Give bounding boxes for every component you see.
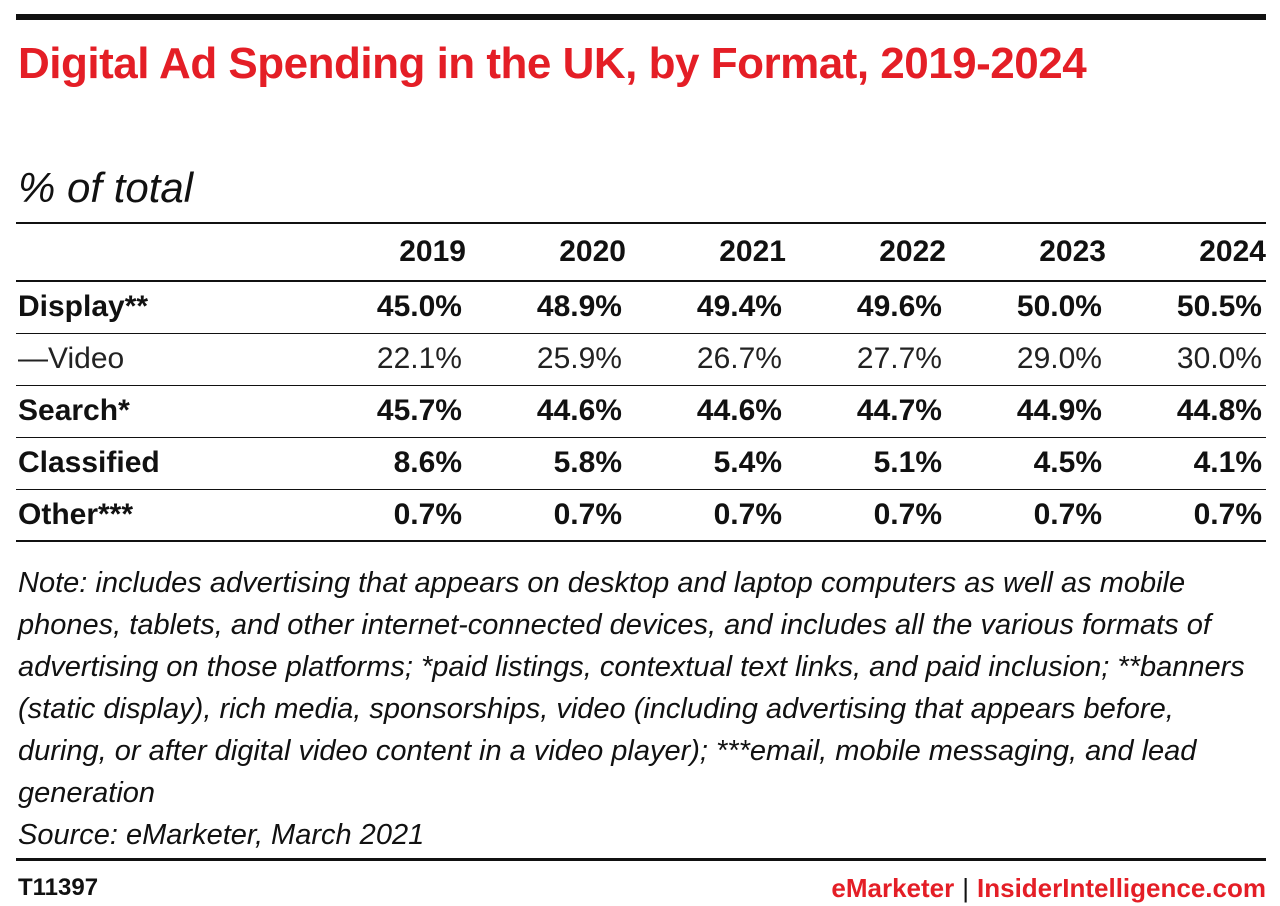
column-header: 2022 xyxy=(879,235,946,268)
row-label: Classified xyxy=(18,446,160,479)
header-row: 2019 2020 2021 2022 2023 2024 xyxy=(16,223,1266,281)
table-row-other: Other*** 0.7% 0.7% 0.7% 0.7% 0.7% 0.7% xyxy=(16,489,1266,541)
cell-value: 0.7% xyxy=(1193,497,1262,531)
row-label: Other*** xyxy=(18,497,134,531)
cell-value: 0.7% xyxy=(393,497,462,531)
cell-value: 5.1% xyxy=(873,446,942,479)
cell-value: 25.9% xyxy=(536,342,622,375)
cell-value: 44.7% xyxy=(856,394,942,427)
cell-value: 22.1% xyxy=(376,342,462,375)
cell-value: 50.0% xyxy=(1016,290,1102,324)
cell-value: 27.7% xyxy=(856,342,942,375)
cell-value: 4.1% xyxy=(1193,446,1262,479)
brand-separator: | xyxy=(962,873,970,903)
cell-value: 0.7% xyxy=(873,497,942,531)
brand-footer: eMarketer | InsiderIntelligence.com xyxy=(831,873,1266,904)
column-header: 2024 xyxy=(1199,235,1266,268)
emarketer-logo-text: eMarketer xyxy=(831,873,955,903)
cell-value: 45.7% xyxy=(376,394,462,427)
cell-value: 0.7% xyxy=(713,497,782,531)
bottom-rule xyxy=(16,858,1266,861)
cell-value: 44.6% xyxy=(696,394,782,427)
row-label: Display** xyxy=(18,290,149,324)
cell-value: 49.4% xyxy=(696,290,782,324)
data-table: 2019 2020 2021 2022 2023 2024 Display** … xyxy=(16,222,1266,542)
cell-value: 0.7% xyxy=(1033,497,1102,531)
row-label: Search* xyxy=(18,394,130,427)
cell-value: 5.4% xyxy=(713,446,782,479)
row-label: —Video xyxy=(18,342,125,375)
cell-value: 44.9% xyxy=(1016,394,1102,427)
cell-value: 50.5% xyxy=(1176,290,1262,324)
cell-value: 48.9% xyxy=(536,290,622,324)
cell-value: 8.6% xyxy=(393,446,462,479)
column-header: 2020 xyxy=(559,235,626,268)
cell-value: 49.6% xyxy=(856,290,942,324)
cell-value: 4.5% xyxy=(1033,446,1102,479)
column-header: 2021 xyxy=(719,235,786,268)
top-rule xyxy=(16,14,1266,20)
note-text: Note: includes advertising that appears … xyxy=(18,567,1245,809)
cell-value: 45.0% xyxy=(376,290,462,324)
chart-note: Note: includes advertising that appears … xyxy=(18,562,1268,856)
chart-subtitle: % of total xyxy=(18,164,194,211)
table-row-display: Display** 45.0% 48.9% 49.4% 49.6% 50.0% … xyxy=(16,281,1266,333)
cell-value: 26.7% xyxy=(696,342,782,375)
cell-value: 5.8% xyxy=(553,446,622,479)
chart-title: Digital Ad Spending in the UK, by Format… xyxy=(18,39,1087,88)
table-row-classified: Classified 8.6% 5.8% 5.4% 5.1% 4.5% 4.1% xyxy=(16,437,1266,489)
source-text: Source: eMarketer, March 2021 xyxy=(18,819,425,851)
row-label-header xyxy=(16,223,306,281)
column-header: 2023 xyxy=(1039,235,1106,268)
column-header: 2019 xyxy=(399,235,466,268)
cell-value: 30.0% xyxy=(1176,342,1262,375)
table-row-video: —Video 22.1% 25.9% 26.7% 27.7% 29.0% 30.… xyxy=(16,333,1266,385)
cell-value: 29.0% xyxy=(1016,342,1102,375)
cell-value: 44.8% xyxy=(1176,394,1262,427)
cell-value: 44.6% xyxy=(536,394,622,427)
table-row-search: Search* 45.7% 44.6% 44.6% 44.7% 44.9% 44… xyxy=(16,385,1266,437)
chart-id: T11397 xyxy=(18,874,99,901)
cell-value: 0.7% xyxy=(553,497,622,531)
insider-intelligence-logo-text: InsiderIntelligence.com xyxy=(977,873,1266,903)
